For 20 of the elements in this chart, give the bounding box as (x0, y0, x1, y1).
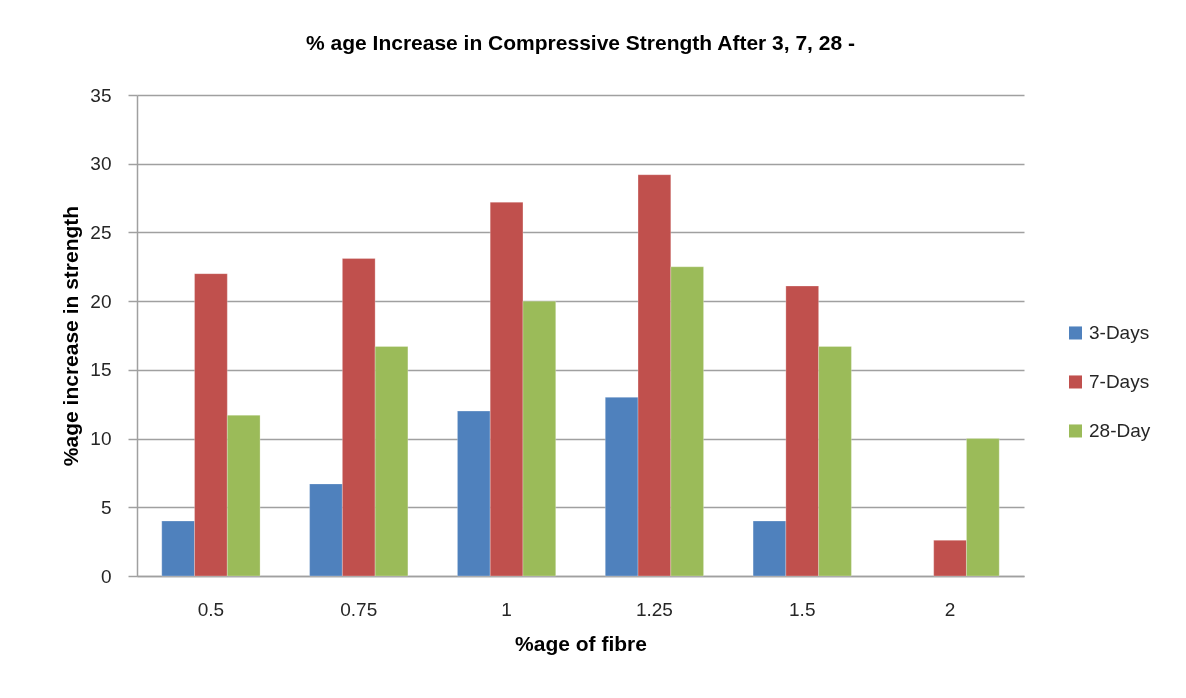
y-tick-label: 0 (100, 565, 112, 587)
y-axis-title: %age increase in strength (59, 205, 83, 467)
y-tick-label: 35 (90, 84, 112, 106)
x-axis-title: %age of fibre (515, 631, 647, 655)
x-tick-label: 0.75 (340, 598, 378, 620)
legend-label: 3-Days (1089, 321, 1150, 343)
y-tick-label: 20 (90, 290, 112, 312)
legend-label: 7-Days (1089, 370, 1150, 392)
y-tick-label: 30 (90, 153, 112, 175)
y-tick-label: 10 (90, 428, 112, 450)
x-tick-label: 0.5 (197, 598, 225, 620)
x-tick-label: 1.25 (635, 598, 673, 620)
x-tick-label: 1 (501, 598, 512, 620)
x-tick-label: 1.5 (789, 598, 816, 620)
legend-label: 28-Day (1089, 419, 1151, 441)
y-tick-label: 15 (90, 359, 112, 381)
chart-title: % age Increase in Compressive Strength After 3, 7, 28 - (306, 31, 855, 54)
y-tick-label: 25 (90, 221, 112, 243)
x-tick-label: 2 (944, 598, 956, 620)
y-tick-label: 5 (100, 496, 112, 518)
